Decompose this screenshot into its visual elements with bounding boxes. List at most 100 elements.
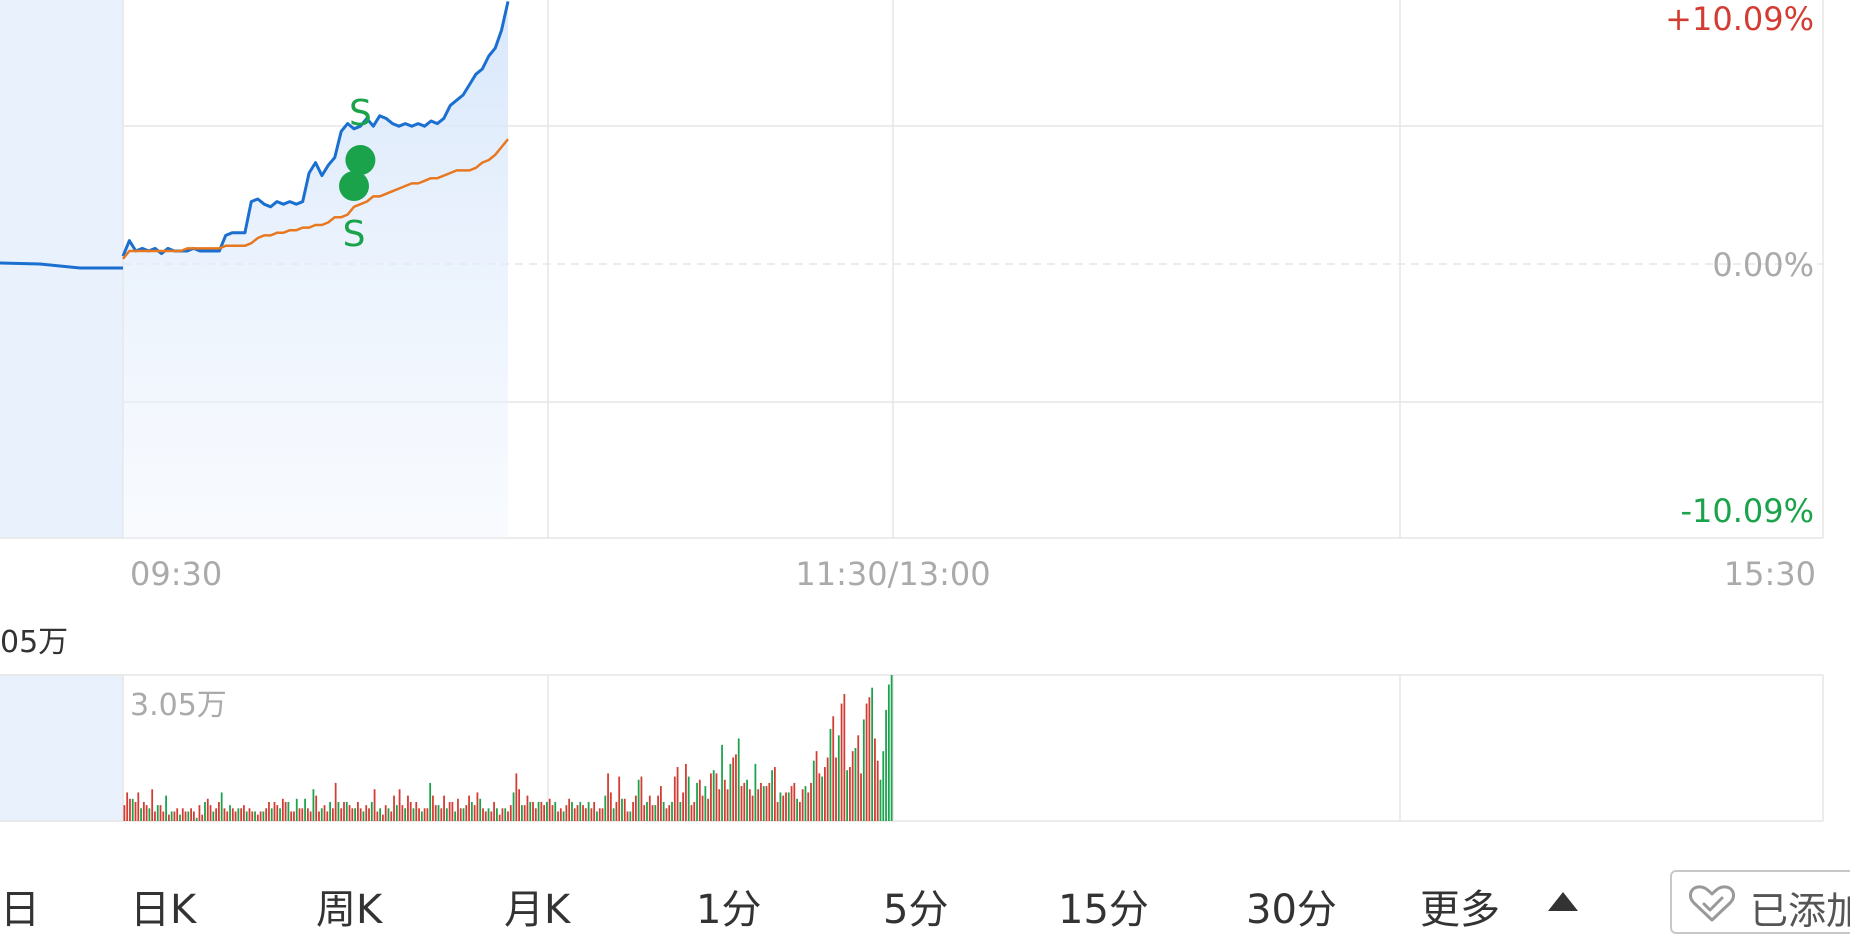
volume-bar bbox=[668, 805, 671, 821]
volume-bar bbox=[390, 811, 393, 821]
volume-bar bbox=[215, 808, 218, 821]
volume-bar bbox=[140, 808, 142, 821]
volume-bar bbox=[579, 801, 582, 821]
volume-bar bbox=[571, 801, 573, 821]
volume-bar bbox=[660, 786, 662, 821]
volume-bar bbox=[537, 801, 540, 821]
volume-bar bbox=[662, 801, 665, 821]
volume-bar bbox=[445, 808, 448, 821]
volume-bar bbox=[479, 798, 482, 821]
volume-bar bbox=[637, 779, 640, 821]
volume-left-label: 05万 bbox=[0, 625, 68, 660]
volume-bar bbox=[206, 798, 209, 821]
volume-bar bbox=[243, 805, 245, 821]
volume-bar bbox=[306, 808, 309, 821]
previous-close-line bbox=[0, 261, 123, 270]
volume-bar bbox=[448, 801, 451, 821]
volume-bar bbox=[362, 811, 365, 821]
volume-bar bbox=[276, 805, 279, 821]
period-tabs: 日 日K 周K 月K 1分 5分 15分 30分 更多 bbox=[0, 855, 1850, 940]
volume-bar bbox=[868, 697, 871, 821]
more-dropdown-icon[interactable] bbox=[1548, 892, 1578, 911]
volume-bar bbox=[623, 798, 626, 821]
volume-bar bbox=[612, 808, 615, 821]
volume-bar bbox=[837, 735, 840, 821]
volume-bar bbox=[782, 795, 785, 821]
added-to-watchlist-button[interactable]: 已添加 bbox=[1670, 870, 1850, 934]
price-area bbox=[123, 1, 508, 538]
volume-bar bbox=[165, 795, 167, 821]
volume-bar bbox=[312, 789, 315, 821]
volume-bar bbox=[404, 808, 407, 821]
volume-bar bbox=[849, 767, 851, 821]
volume-bar bbox=[298, 808, 301, 821]
volume-bar bbox=[487, 808, 490, 821]
x-tick-close: 15:30 bbox=[1724, 555, 1816, 593]
volume-bar bbox=[648, 795, 651, 821]
volume-bar bbox=[137, 792, 140, 821]
volume-bar bbox=[615, 801, 618, 821]
tab-monthly-k[interactable]: 月K bbox=[504, 887, 571, 933]
volume-bar bbox=[131, 798, 134, 821]
volume-bar bbox=[443, 795, 445, 821]
volume-bar bbox=[810, 782, 812, 821]
volume-bar bbox=[187, 811, 190, 821]
volume-bar bbox=[640, 776, 643, 821]
volume-bar bbox=[384, 805, 387, 821]
volume-bar bbox=[398, 789, 401, 821]
volume-bar bbox=[604, 795, 607, 821]
volume-bar bbox=[295, 798, 298, 821]
volume-bar bbox=[301, 808, 304, 821]
volume-bar bbox=[532, 801, 534, 821]
volume-bar bbox=[726, 789, 729, 821]
tab-weekly-k[interactable]: 周K bbox=[316, 887, 383, 933]
volume-bar bbox=[743, 782, 746, 821]
sell-marker-dot[interactable] bbox=[345, 145, 376, 175]
heart-check-icon bbox=[1689, 885, 1735, 922]
volume-bar bbox=[746, 779, 748, 821]
volume-bar bbox=[704, 786, 707, 821]
tab-5min[interactable]: 5分 bbox=[883, 887, 949, 933]
volume-bar bbox=[256, 814, 259, 821]
tab-more[interactable]: 更多 bbox=[1420, 887, 1500, 933]
volume-bar bbox=[234, 811, 237, 821]
volume-bar bbox=[890, 675, 893, 821]
volume-bar bbox=[265, 808, 268, 821]
volume-bar bbox=[534, 808, 537, 821]
volume-bar bbox=[629, 811, 632, 821]
volume-bar bbox=[829, 728, 832, 821]
volume-bar bbox=[226, 811, 229, 821]
volume-bar bbox=[643, 805, 646, 821]
volume-bar bbox=[840, 703, 843, 821]
y-tick-middle: 0.00% bbox=[1712, 246, 1814, 284]
tab-daily-k[interactable]: 日K bbox=[130, 887, 197, 933]
volume-bar bbox=[434, 805, 437, 821]
volume-bar bbox=[860, 773, 862, 821]
volume-bar bbox=[512, 792, 515, 821]
volume-bar bbox=[348, 805, 351, 821]
volume-bar bbox=[832, 716, 835, 821]
sell-marker-label: S bbox=[343, 214, 366, 255]
volume-bar bbox=[771, 770, 773, 821]
sell-marker-label: S bbox=[349, 93, 372, 134]
volume-bar bbox=[145, 805, 148, 821]
volume-bar bbox=[882, 751, 885, 821]
volume-bar bbox=[710, 773, 712, 821]
tab-30min[interactable]: 30分 bbox=[1246, 887, 1337, 933]
volume-bar bbox=[565, 805, 568, 821]
tab-day[interactable]: 日 bbox=[0, 887, 40, 933]
sell-marker-dot[interactable] bbox=[339, 171, 369, 201]
volume-bar bbox=[690, 805, 693, 821]
volume-bar bbox=[129, 798, 131, 821]
volume-bar bbox=[359, 808, 362, 821]
volume-bar bbox=[821, 776, 824, 821]
volume-bar bbox=[156, 805, 159, 821]
volume-bar bbox=[465, 805, 468, 821]
volume-bar bbox=[382, 814, 384, 821]
tab-1min[interactable]: 1分 bbox=[696, 887, 762, 933]
volume-bar bbox=[123, 805, 126, 821]
tab-15min[interactable]: 15分 bbox=[1058, 887, 1149, 933]
volume-bar bbox=[593, 801, 596, 821]
volume-bar bbox=[454, 811, 457, 821]
